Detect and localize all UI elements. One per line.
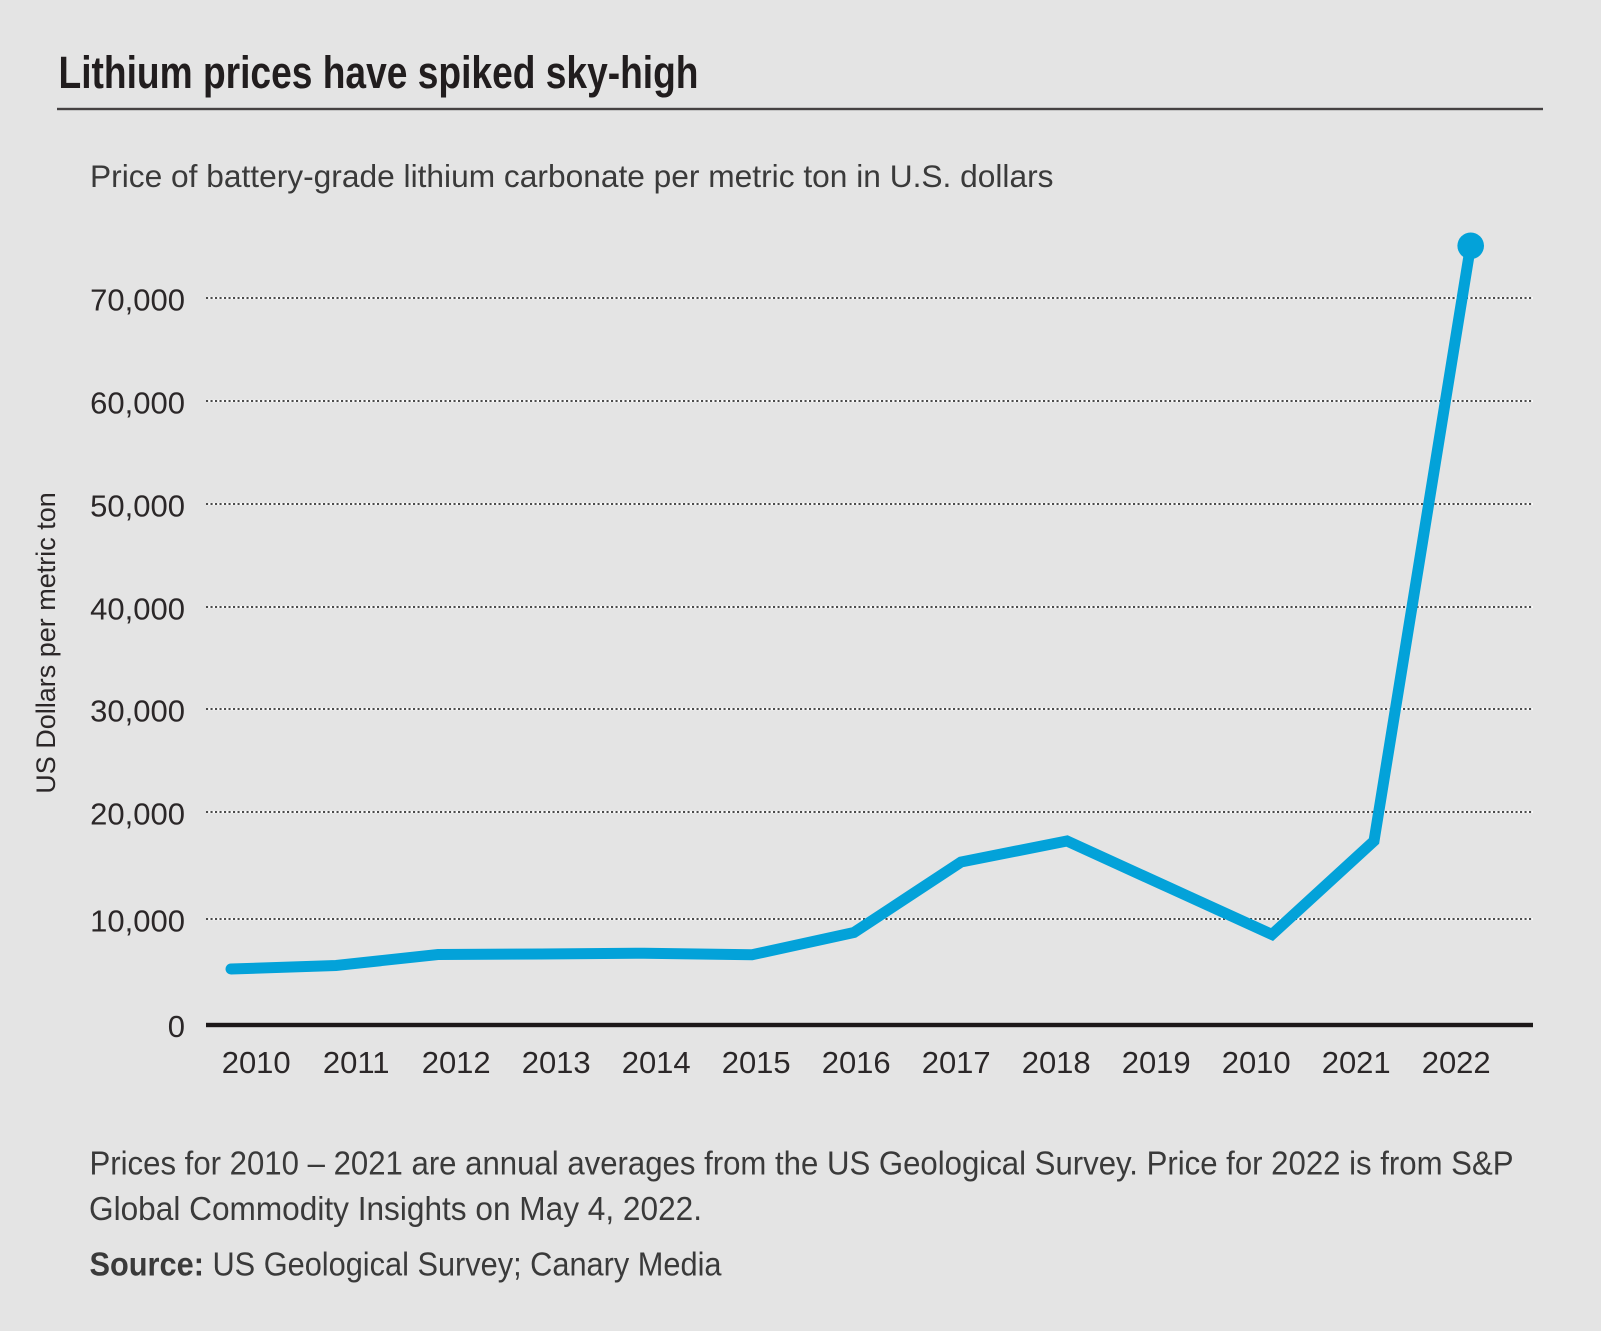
svg-text:2015: 2015 (722, 1045, 791, 1080)
svg-text:2016: 2016 (822, 1045, 891, 1080)
svg-text:Global Commodity Insights on M: Global Commodity Insights on May 4, 2022… (89, 1190, 702, 1227)
svg-text:2011: 2011 (323, 1045, 390, 1080)
svg-text:2017: 2017 (922, 1045, 991, 1080)
svg-text:2013: 2013 (522, 1045, 591, 1080)
svg-text:40,000: 40,000 (90, 592, 185, 627)
svg-text:2019: 2019 (1122, 1045, 1191, 1080)
svg-text:70,000: 70,000 (90, 283, 185, 318)
svg-text:2021: 2021 (1322, 1045, 1391, 1080)
svg-text:2014: 2014 (622, 1045, 691, 1080)
svg-text:2022: 2022 (1422, 1045, 1491, 1080)
svg-text:20,000: 20,000 (90, 797, 185, 832)
svg-text:2012: 2012 (422, 1045, 491, 1080)
svg-text:Source: US Geological Survey;: Source: US Geological Survey; Canary Med… (90, 1246, 723, 1283)
svg-text:2010: 2010 (1222, 1045, 1291, 1080)
svg-text:30,000: 30,000 (90, 694, 185, 729)
svg-text:0: 0 (168, 1009, 185, 1044)
svg-text:2018: 2018 (1022, 1045, 1091, 1080)
svg-text:Prices for 2010 – 2021 are ann: Prices for 2010 – 2021 are annual averag… (90, 1145, 1514, 1182)
svg-text:10,000: 10,000 (90, 904, 185, 939)
svg-text:Price of battery-grade lithium: Price of battery-grade lithium carbonate… (90, 158, 1054, 194)
svg-text:2010: 2010 (222, 1045, 291, 1080)
svg-text:60,000: 60,000 (90, 386, 185, 421)
svg-text:Lithium prices have spiked sky: Lithium prices have spiked sky-high (59, 47, 699, 98)
svg-text:US Dollars per metric ton: US Dollars per metric ton (31, 492, 61, 794)
svg-text:50,000: 50,000 (90, 489, 185, 524)
